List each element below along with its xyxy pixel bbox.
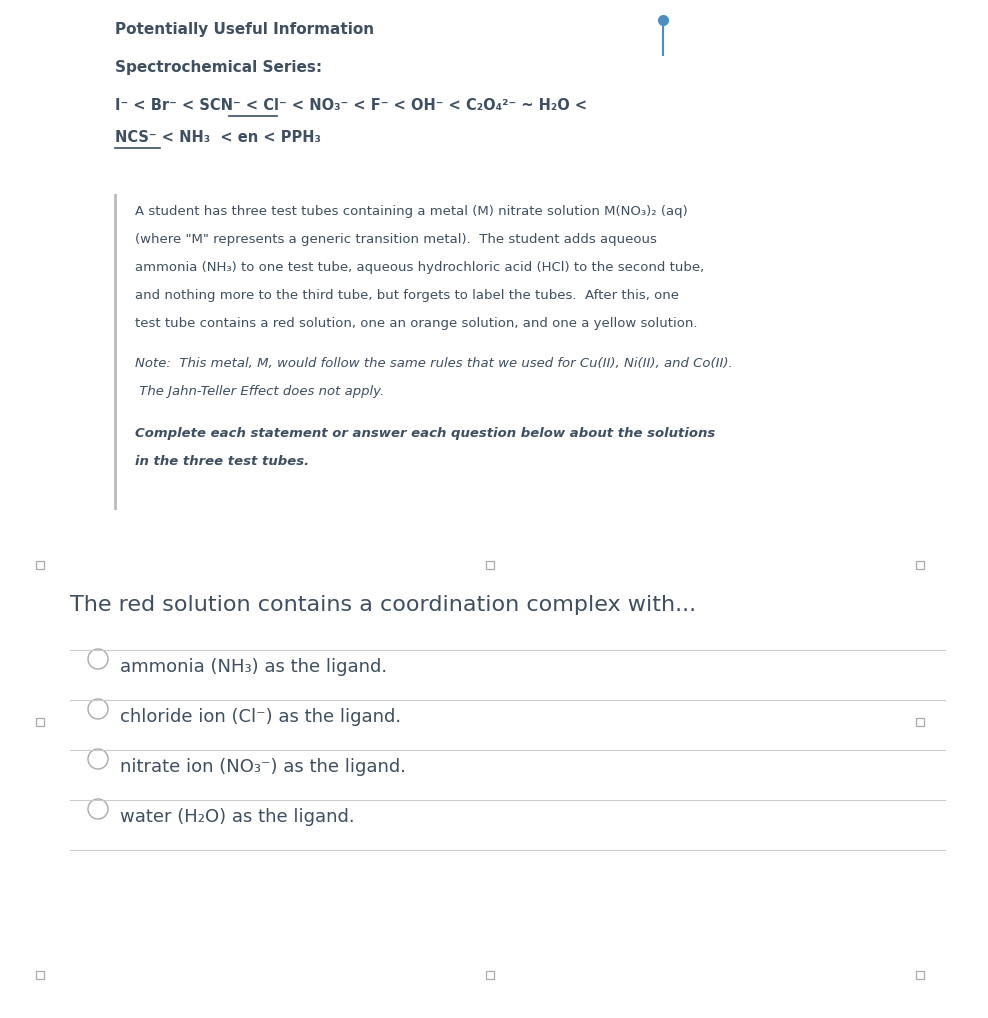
- Text: in the three test tubes.: in the three test tubes.: [135, 455, 309, 468]
- Bar: [916, 718, 924, 726]
- Text: Complete each statement or answer each question below about the solutions: Complete each statement or answer each q…: [135, 427, 715, 440]
- Text: test tube contains a red solution, one an orange solution, and one a yellow solu: test tube contains a red solution, one a…: [135, 317, 698, 330]
- Bar: [916, 971, 924, 979]
- Text: Note:  This metal, M, would follow the same rules that we used for Cu(II), Ni(II: Note: This metal, M, would follow the sa…: [135, 357, 733, 370]
- Text: NCS⁻ < NH₃  < en < PPH₃: NCS⁻ < NH₃ < en < PPH₃: [115, 130, 321, 145]
- Text: The Jahn-Teller Effect does not apply.: The Jahn-Teller Effect does not apply.: [135, 385, 384, 398]
- Text: ammonia (NH₃) to one test tube, aqueous hydrochloric acid (HCl) to the second tu: ammonia (NH₃) to one test tube, aqueous …: [135, 261, 704, 274]
- Bar: [36, 718, 44, 726]
- Text: The red solution contains a coordination complex with...: The red solution contains a coordination…: [70, 595, 697, 615]
- Bar: [36, 971, 44, 979]
- Text: chloride ion (Cl⁻) as the ligand.: chloride ion (Cl⁻) as the ligand.: [120, 708, 401, 726]
- Text: and nothing more to the third tube, but forgets to label the tubes.  After this,: and nothing more to the third tube, but …: [135, 289, 679, 302]
- Text: A student has three test tubes containing a metal (M) nitrate solution M(NO₃)₂ (: A student has three test tubes containin…: [135, 205, 688, 218]
- Text: Potentially Useful Information: Potentially Useful Information: [115, 22, 374, 37]
- Bar: [36, 561, 44, 569]
- Text: Spectrochemical Series:: Spectrochemical Series:: [115, 60, 322, 75]
- Bar: [486, 971, 494, 979]
- Text: water (H₂O) as the ligand.: water (H₂O) as the ligand.: [120, 808, 355, 826]
- Text: nitrate ion (NO₃⁻) as the ligand.: nitrate ion (NO₃⁻) as the ligand.: [120, 758, 406, 776]
- Bar: [486, 561, 494, 569]
- Text: I⁻ < Br⁻ < SCN⁻ < Cl⁻ < NO₃⁻ < F⁻ < OH⁻ < C₂O₄²⁻ ~ H₂O <: I⁻ < Br⁻ < SCN⁻ < Cl⁻ < NO₃⁻ < F⁻ < OH⁻ …: [115, 98, 587, 113]
- Text: ammonia (NH₃) as the ligand.: ammonia (NH₃) as the ligand.: [120, 658, 387, 676]
- Bar: [916, 561, 924, 569]
- Text: (where "M" represents a generic transition metal).  The student adds aqueous: (where "M" represents a generic transiti…: [135, 233, 657, 246]
